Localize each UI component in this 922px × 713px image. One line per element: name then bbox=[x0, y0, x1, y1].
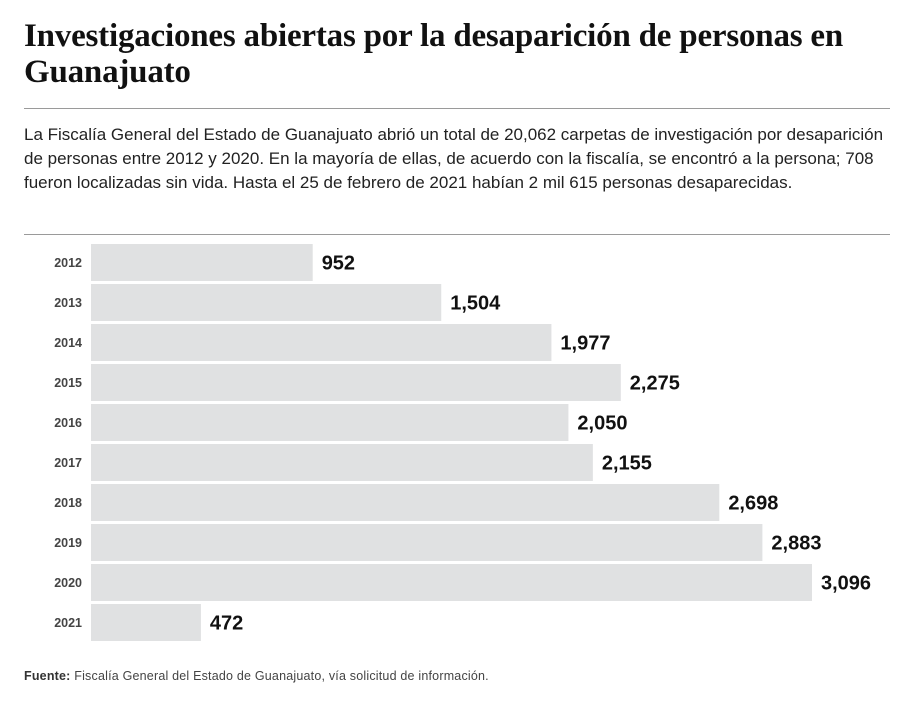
bar-2021 bbox=[91, 604, 201, 641]
bar-2020 bbox=[91, 564, 812, 601]
source-label: Fuente: bbox=[24, 669, 71, 683]
category-label: 2016 bbox=[54, 416, 82, 430]
bar-2012 bbox=[91, 244, 313, 281]
value-label: 3,096 bbox=[821, 573, 871, 595]
value-label: 2,155 bbox=[602, 453, 652, 475]
category-label: 2020 bbox=[54, 576, 82, 590]
value-label: 1,504 bbox=[450, 293, 501, 315]
source-note: Fuente: Fiscalía General del Estado de G… bbox=[24, 669, 489, 683]
chart-title: Investigaciones abiertas por la desapari… bbox=[24, 18, 844, 90]
source-text: Fiscalía General del Estado de Guanajuat… bbox=[74, 669, 489, 683]
category-label: 2013 bbox=[54, 296, 82, 310]
bar-2014 bbox=[91, 324, 552, 361]
divider bbox=[24, 234, 890, 235]
category-label: 2019 bbox=[54, 536, 82, 550]
value-label: 2,275 bbox=[630, 373, 680, 395]
category-label: 2012 bbox=[54, 256, 82, 270]
value-label: 2,698 bbox=[728, 493, 778, 515]
value-label: 2,050 bbox=[577, 413, 627, 435]
bar-2015 bbox=[91, 364, 621, 401]
bar-chart: 2012 952 2013 1,504 2014 1,977 2015 2,275 2016 2,… bbox=[54, 244, 871, 641]
value-label: 472 bbox=[210, 613, 243, 635]
bar-2016 bbox=[91, 404, 569, 441]
value-label: 952 bbox=[322, 253, 355, 275]
bar-2018 bbox=[91, 484, 720, 521]
chart-description: La Fiscalía General del Estado de Guanaj… bbox=[24, 125, 884, 192]
value-label: 1,977 bbox=[560, 333, 610, 355]
divider bbox=[24, 108, 890, 109]
category-label: 2015 bbox=[54, 376, 82, 390]
category-label: 2018 bbox=[54, 496, 82, 510]
bar-2013 bbox=[91, 284, 442, 321]
category-label: 2017 bbox=[54, 456, 82, 470]
value-label: 2,883 bbox=[771, 533, 821, 555]
bar-2019 bbox=[91, 524, 763, 561]
bar-2017 bbox=[91, 444, 593, 481]
category-label: 2014 bbox=[54, 336, 82, 350]
category-label: 2021 bbox=[54, 616, 82, 630]
